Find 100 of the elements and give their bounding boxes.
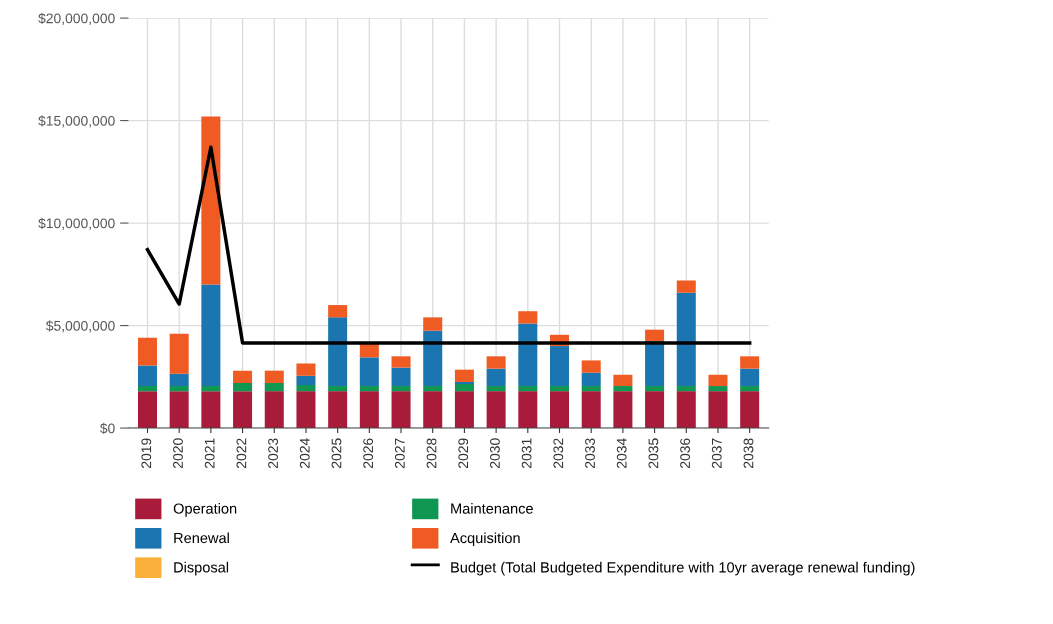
x-tick-label: 2025 [331, 438, 342, 468]
bar [708, 386, 728, 392]
bar [486, 368, 506, 387]
bar [328, 317, 348, 387]
bar [486, 391, 506, 429]
x-tick-label: 2036 [680, 438, 691, 468]
bar [423, 391, 443, 429]
bar [169, 386, 189, 392]
bar [328, 305, 348, 318]
x-tick-label: 2021 [204, 438, 215, 468]
x-tick-label: 2029 [458, 438, 469, 468]
x-tick-label: 2020 [173, 438, 183, 468]
y-tick-label: $10,000,000 [38, 217, 115, 230]
bar [137, 337, 157, 366]
bar [201, 391, 221, 429]
bar [486, 356, 506, 369]
x-tick-label: 2031 [521, 438, 532, 468]
bar [359, 357, 379, 387]
y-tick-label: $20,000,000 [38, 12, 115, 25]
bar [740, 386, 760, 392]
legend-label: Maintenance [451, 503, 533, 514]
bar [423, 386, 443, 392]
bar [581, 372, 601, 387]
bar [391, 386, 411, 392]
bar [454, 391, 474, 429]
bar [391, 356, 411, 368]
bar [613, 374, 633, 387]
bar [581, 386, 601, 392]
bar [613, 386, 633, 392]
bar [486, 386, 506, 392]
bar [137, 386, 157, 392]
bar [454, 369, 474, 382]
bar [645, 329, 665, 341]
bar [233, 370, 253, 383]
x-tick-label: 2028 [426, 438, 437, 468]
bar [296, 385, 316, 392]
bar [454, 383, 474, 392]
bar [233, 391, 253, 429]
bar [201, 386, 221, 392]
legend-label: Acquisition [450, 532, 520, 547]
legend-label: Renewal [174, 532, 229, 544]
bar [264, 382, 284, 392]
line-series [145, 145, 752, 345]
bar [423, 330, 443, 387]
bar [740, 391, 760, 429]
legend-label: Budget (Total Budgeted Expenditure with 10yr average renewal funding) [451, 561, 915, 576]
legend-label: Operation [173, 503, 237, 517]
bar [518, 311, 538, 324]
bar [296, 375, 316, 386]
bar [676, 391, 696, 429]
x-tick-label: 2022 [236, 438, 247, 468]
bar [137, 365, 157, 387]
x-tick-label: 2038 [743, 438, 754, 468]
x-tick-label: 2030 [490, 438, 500, 468]
bar [550, 391, 570, 429]
x-tick-label: 2032 [553, 438, 564, 468]
x-tick-label: 2027 [394, 438, 405, 468]
bar [550, 346, 570, 387]
bar [359, 391, 379, 429]
bar [550, 386, 570, 392]
bar [328, 391, 348, 429]
bar [613, 391, 633, 429]
bar [518, 323, 538, 387]
bar [296, 391, 316, 429]
bar [581, 360, 601, 373]
x-tick-label: 2024 [299, 438, 310, 468]
bar [169, 373, 189, 387]
bar [676, 292, 696, 387]
bar [169, 333, 189, 374]
x-tick-label: 2037 [711, 438, 722, 468]
bar [233, 382, 253, 392]
legend-label: Disposal [174, 561, 229, 576]
bar [391, 391, 411, 429]
bar [645, 386, 665, 392]
bar [740, 356, 760, 369]
bar [201, 284, 221, 387]
bar [264, 391, 284, 429]
bar [518, 386, 538, 392]
bar [423, 317, 443, 331]
bar [676, 280, 696, 293]
bar [454, 381, 474, 384]
bar [676, 386, 696, 392]
bar [581, 391, 601, 429]
x-tick-label: 2033 [585, 438, 595, 468]
bar [708, 391, 728, 429]
bar [169, 391, 189, 429]
x-tick-label: 2023 [268, 438, 278, 468]
bar [137, 391, 157, 429]
bar [708, 374, 728, 387]
bar [264, 370, 284, 383]
bar [645, 391, 665, 429]
y-tick-label: $15,000,000 [38, 115, 115, 128]
bar [391, 367, 411, 387]
bar [518, 391, 538, 429]
x-tick-label: 2035 [648, 438, 659, 468]
bar [740, 368, 760, 387]
bar [296, 363, 316, 376]
x-tick-label: 2019 [141, 438, 152, 468]
x-tick-label: 2034 [616, 438, 627, 468]
y-tick-label: $5,000,000 [45, 320, 115, 333]
